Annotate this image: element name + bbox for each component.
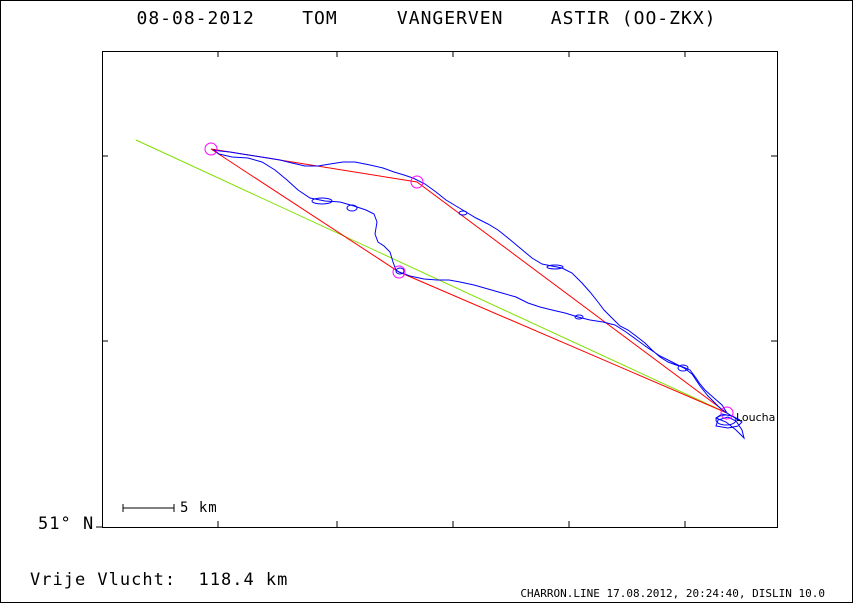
- flight-track: [212, 149, 745, 440]
- turnpoint-2: [410, 175, 424, 189]
- turnpoint-3: [392, 265, 406, 279]
- latitude-label: 51° N: [38, 514, 95, 534]
- scale-label: 5 km: [180, 500, 218, 516]
- start-finish-point: [720, 406, 734, 420]
- footer-credits: CHARRON.LINE 17.08.2012, 20:24:40, DISLI…: [520, 587, 825, 600]
- turnpoint-1: [204, 142, 218, 156]
- turnpoints: [204, 142, 734, 420]
- scale-bar: [122, 504, 175, 512]
- frame-ticks: [96, 51, 777, 528]
- map-frame: [102, 51, 778, 528]
- declared-line: [135, 139, 728, 414]
- airfield-label: Loucha: [736, 411, 776, 424]
- free-flight-distance: Vrije Vlucht: 118.4 km: [30, 570, 289, 590]
- task-legs: [210, 148, 728, 414]
- map-title: 08-08-2012 TOM VANGERVEN ASTIR (OO-ZKX): [136, 8, 717, 29]
- thermal-loops: [311, 197, 737, 426]
